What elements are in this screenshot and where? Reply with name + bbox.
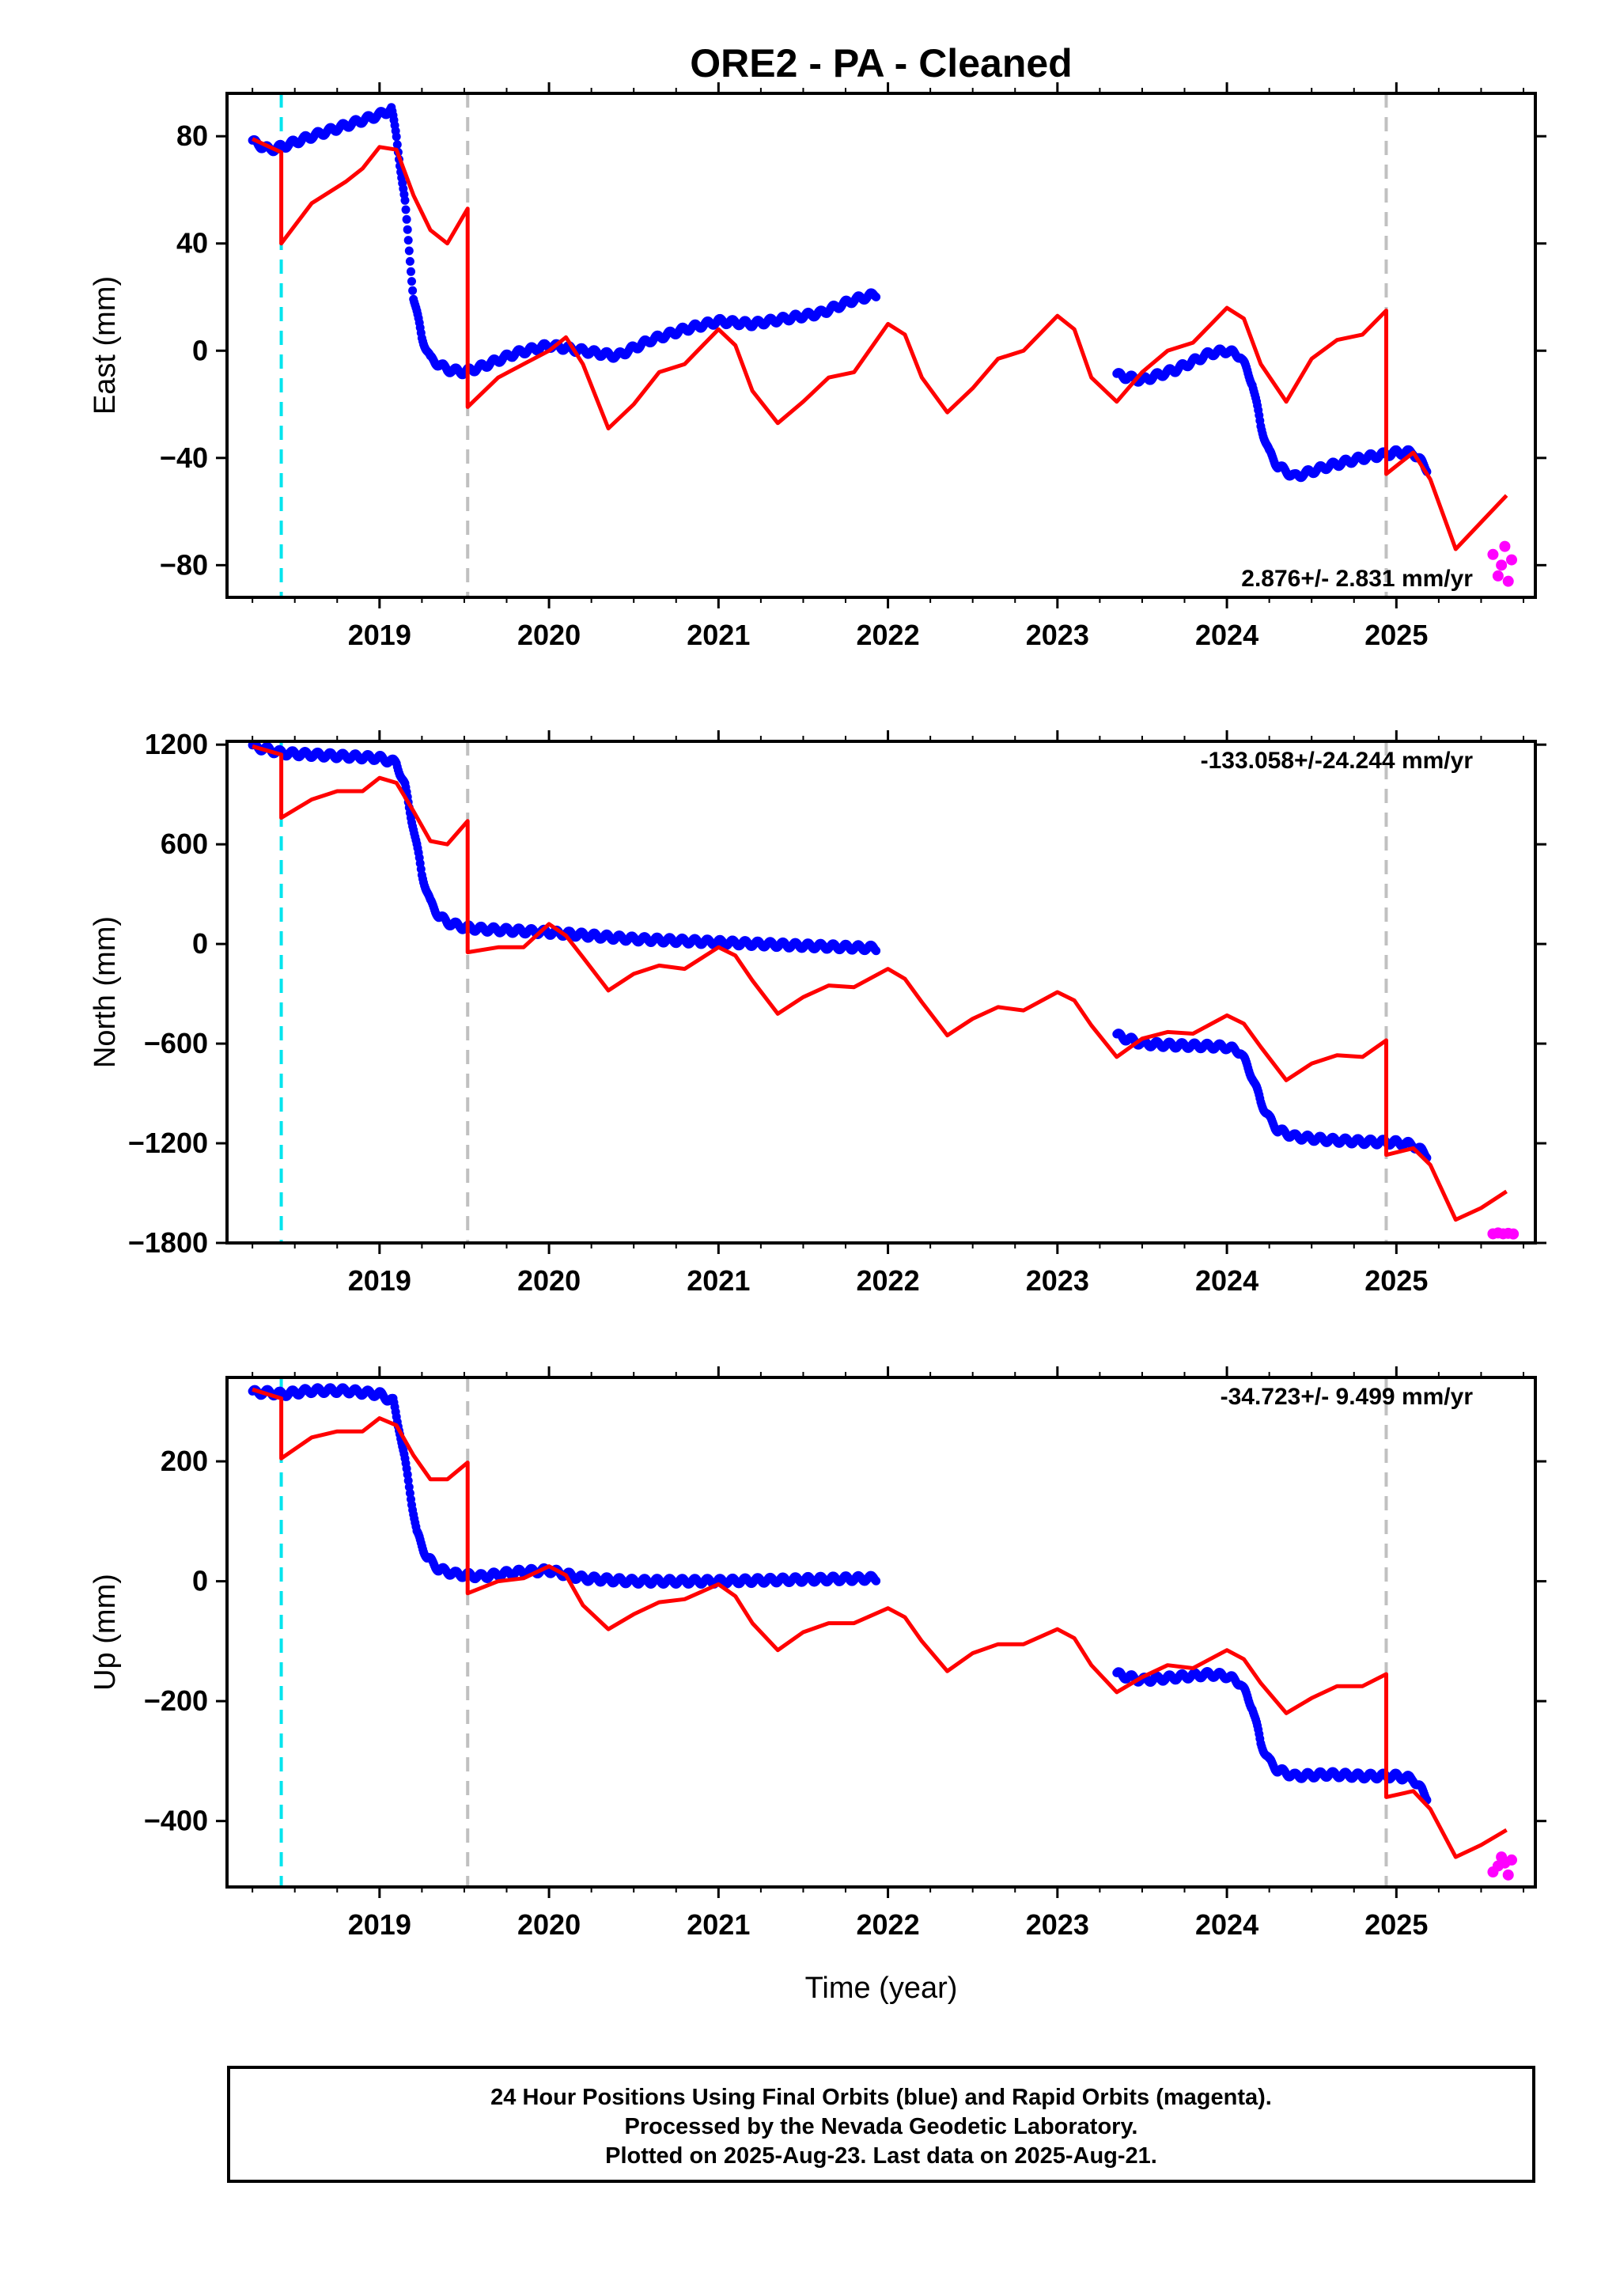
y-tick-label: −1800: [128, 1226, 208, 1259]
x-tick-label: 2025: [1364, 619, 1428, 651]
rapid-point: [1506, 1854, 1518, 1866]
rapid-point: [1506, 554, 1518, 566]
y-tick-label: −40: [160, 441, 208, 474]
rapid-orbit-series: [1487, 1851, 1518, 1881]
data-point: [403, 236, 413, 245]
rapid-point: [1487, 548, 1499, 560]
x-tick-label: 2023: [1026, 1908, 1089, 1941]
panel-3: 200 0 −200 −400 2019 2020 2021 2022 2023 2024 2025…: [89, 1366, 1546, 1941]
rapid-point: [1496, 559, 1508, 571]
final-orbit-series-2: [1112, 1667, 1432, 1805]
x-tick-label: 2022: [857, 1264, 920, 1297]
x-tick-label: 2024: [1195, 619, 1258, 651]
panel-frame: [225, 92, 1537, 599]
x-tick-label: 2025: [1364, 1908, 1428, 1941]
x-tick-label: 2019: [348, 1264, 411, 1297]
final-orbit-series-1: [248, 103, 881, 380]
data-point: [403, 1476, 413, 1485]
rate-label: -133.058+/-24.244 mm/yr: [1201, 748, 1474, 774]
data-point: [405, 256, 414, 266]
footer-line-1: 24 Hour Positions Using Final Orbits (bl…: [490, 2085, 1272, 2110]
y-tick-label: 0: [192, 927, 208, 960]
x-tick-label: 2020: [517, 1908, 581, 1941]
rapid-point: [1502, 575, 1514, 587]
rapid-point: [1499, 540, 1511, 552]
y-tick-label: 40: [176, 227, 208, 260]
data-point: [402, 214, 411, 224]
data-point: [401, 205, 411, 214]
footer-line-3: Plotted on 2025-Aug-23. Last data on 202…: [605, 2143, 1157, 2169]
final-orbit-series-2: [1112, 344, 1432, 483]
x-tick-label: 2021: [687, 619, 750, 651]
data-point: [872, 1576, 881, 1586]
final-orbit-series-1: [248, 1383, 881, 1589]
model-curve: [252, 1387, 1508, 1859]
x-tick-label: 2021: [687, 1908, 750, 1941]
y-tick-label: 600: [161, 828, 208, 860]
footer-box: 24 Hour Positions Using Final Orbits (bl…: [227, 2066, 1535, 2183]
y-tick-label: 80: [176, 119, 208, 152]
model-curve: [252, 137, 1508, 551]
x-tick-label: 2022: [857, 1908, 920, 1941]
data-point: [872, 292, 881, 301]
rapid-point: [1508, 1228, 1520, 1240]
rapid-orbit-series: [1487, 1227, 1520, 1240]
panel-frame: [225, 1376, 1537, 1889]
x-tick-label: 2024: [1195, 1264, 1258, 1297]
data-point: [392, 140, 402, 150]
panel-1: 80 40 0 −40 −80 2019 2020 2021 2022 2023 2024 2025 E…: [89, 82, 1546, 651]
rapid-orbit-series: [1487, 540, 1518, 587]
data-point: [872, 946, 881, 956]
panel-frame: [225, 740, 1537, 1245]
chart-title: ORE2 - PA - Cleaned: [690, 41, 1072, 85]
rapid-point: [1492, 570, 1504, 582]
x-tick-label: 2025: [1364, 1264, 1428, 1297]
y-tick-label: −400: [144, 1805, 208, 1837]
x-tick-label: 2023: [1026, 619, 1089, 651]
y-tick-label: 0: [192, 334, 208, 366]
data-point: [407, 277, 416, 286]
x-tick-label: 2019: [348, 619, 411, 651]
x-tick-label: 2019: [348, 1908, 411, 1941]
x-axis-label: Time (year): [805, 1972, 958, 2005]
y-axis-label: East (mm): [89, 276, 122, 415]
y-tick-label: 0: [192, 1565, 208, 1597]
rate-label: 2.876+/- 2.831 mm/yr: [1241, 566, 1473, 592]
rate-label: -34.723+/- 9.499 mm/yr: [1221, 1384, 1474, 1410]
panel-2: 1200 600 0 −600 −1200 −1800 2019 2020 2021 2022 20…: [89, 728, 1546, 1297]
plot-area: [248, 741, 1520, 1240]
data-point: [392, 132, 401, 142]
plot-area: [248, 1383, 1518, 1881]
data-point: [408, 286, 418, 295]
x-tick-label: 2020: [517, 619, 581, 651]
data-point: [403, 225, 412, 234]
y-tick-label: −1200: [128, 1127, 208, 1159]
footer-line-2: Processed by the Nevada Geodetic Laborat…: [624, 2114, 1138, 2139]
y-tick-label: −600: [144, 1027, 208, 1059]
data-point: [400, 195, 410, 205]
y-tick-label: −200: [144, 1684, 208, 1717]
model-curve: [252, 744, 1508, 1222]
x-tick-label: 2022: [857, 619, 920, 651]
data-point: [407, 267, 415, 276]
plot-area: [248, 103, 1518, 587]
y-axis-label: North (mm): [89, 916, 122, 1068]
x-tick-label: 2024: [1195, 1908, 1258, 1941]
rapid-point: [1502, 1869, 1514, 1881]
x-tick-label: 2021: [687, 1264, 750, 1297]
y-tick-label: 1200: [145, 728, 208, 760]
y-tick-label: −80: [160, 548, 208, 581]
x-tick-label: 2020: [517, 1264, 581, 1297]
final-orbit-series-1: [248, 741, 881, 956]
data-point: [404, 246, 414, 256]
final-orbit-series-2: [1112, 1029, 1432, 1162]
y-tick-label: 200: [161, 1445, 208, 1477]
y-axis-label: Up (mm): [89, 1574, 122, 1691]
x-tick-label: 2023: [1026, 1264, 1089, 1297]
